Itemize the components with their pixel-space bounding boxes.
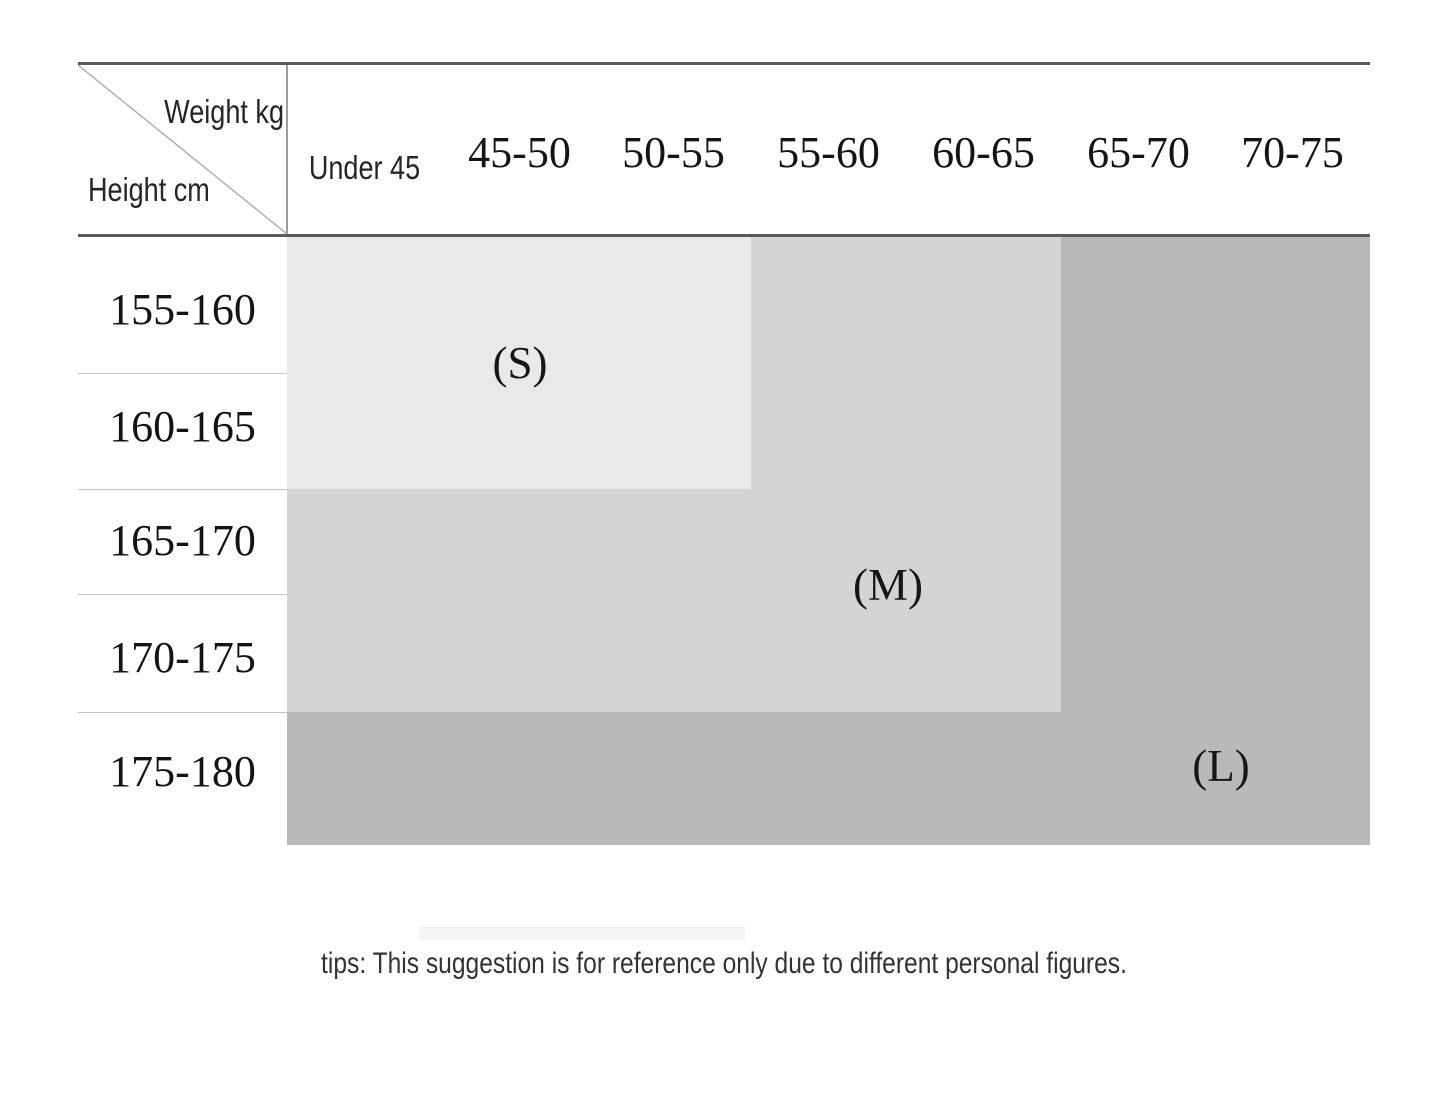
size-region-label-m: (M) — [853, 560, 923, 610]
size-region-label-l: (L) — [1192, 741, 1250, 791]
weight-column-header-50-55: 50-55 — [622, 128, 725, 177]
size-region-label-s: (S) — [492, 338, 548, 388]
height-row-label-160-165: 160-165 — [109, 402, 256, 451]
table-header-bottom-rule — [78, 234, 1370, 237]
weight-column-header-45-50: 45-50 — [468, 128, 571, 177]
weight-column-header-60-65: 60-65 — [932, 128, 1035, 177]
diagonal-divider — [78, 65, 287, 234]
row-separator — [78, 489, 287, 490]
row-separator — [78, 712, 287, 713]
weight-axis-label: Weight kg — [164, 93, 284, 130]
size-region-s — [287, 237, 751, 489]
height-row-label-175-180: 175-180 — [109, 747, 256, 796]
tips-note: tips: This suggestion is for reference o… — [321, 947, 1127, 980]
weight-column-header-70-75: 70-75 — [1241, 128, 1344, 177]
weight-column-header-55-60: 55-60 — [777, 128, 880, 177]
watermark-remnant — [419, 927, 745, 940]
row-separator — [78, 373, 287, 374]
height-row-label-155-160: 155-160 — [109, 285, 256, 334]
height-axis-label: Height cm — [88, 171, 210, 208]
weight-column-header-under45: Under 45 — [308, 149, 421, 186]
header-vertical-divider — [286, 65, 288, 234]
height-row-label-165-170: 165-170 — [109, 516, 256, 565]
height-row-label-170-175: 170-175 — [109, 633, 256, 682]
row-separator — [78, 594, 287, 595]
weight-column-header-65-70: 65-70 — [1087, 128, 1190, 177]
table-top-rule — [78, 62, 1370, 65]
